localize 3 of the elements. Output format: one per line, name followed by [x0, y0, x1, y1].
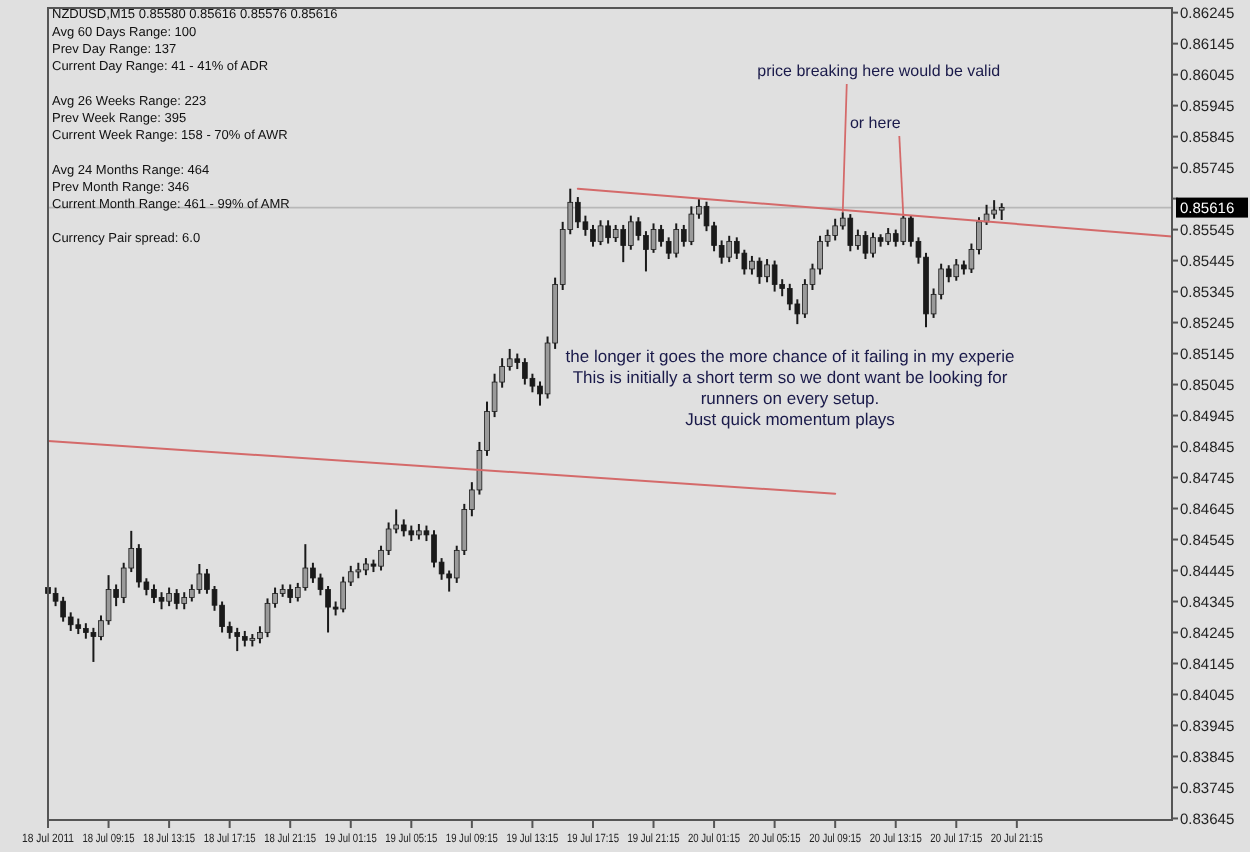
annotation: the longer it goes the more chance of it failing in my experie This is initially a short term so we dont want be looking for runners on every setup. Just quick momentum plays — [565, 346, 1015, 429]
annotation: price breaking here would be valid — [757, 62, 1001, 80]
annotation: or here — [849, 114, 902, 132]
